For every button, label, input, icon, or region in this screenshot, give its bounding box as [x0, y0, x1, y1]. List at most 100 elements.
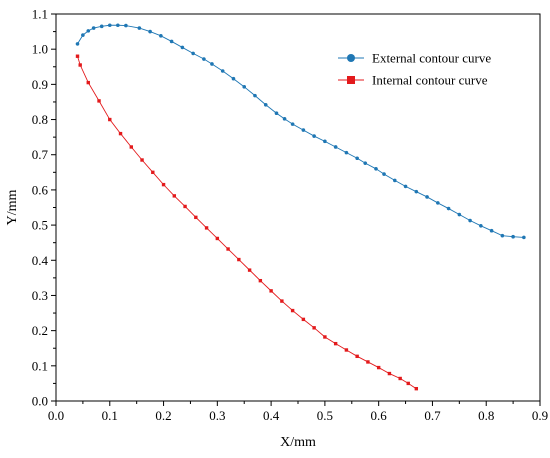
data-point: [226, 247, 230, 251]
data-point: [269, 289, 273, 293]
data-point: [312, 326, 316, 330]
y-tick-label: 0.9: [32, 77, 48, 92]
data-point: [374, 167, 378, 171]
data-point: [183, 204, 187, 209]
x-axis: 0.0 0.1 0.2 0.3 0.4 0.5 0.6 0.7 0.8 0.9: [48, 401, 548, 423]
data-point: [140, 158, 144, 162]
data-point: [204, 226, 209, 230]
data-point: [191, 51, 195, 56]
x-tick-label: 0.5: [317, 408, 333, 423]
data-point: [172, 194, 177, 198]
x-tick-label: 0.2: [155, 408, 171, 423]
data-point: [263, 102, 268, 107]
series-internal: [75, 54, 419, 391]
y-tick-label: 0.1: [32, 358, 48, 373]
data-point: [97, 99, 101, 103]
data-point: [151, 170, 155, 175]
x-tick-label: 0.7: [424, 408, 441, 423]
data-point: [75, 42, 80, 46]
data-point: [376, 365, 381, 370]
series-line: [77, 24, 524, 238]
data-point: [301, 317, 306, 322]
data-point: [393, 178, 397, 183]
data-point: [118, 131, 123, 136]
data-point: [323, 139, 327, 144]
data-point: [355, 156, 359, 161]
data-point: [414, 386, 419, 391]
data-point: [99, 24, 104, 29]
data-point: [220, 69, 225, 73]
data-point: [406, 381, 410, 386]
data-point: [78, 63, 82, 67]
x-tick-label: 0.0: [48, 408, 64, 423]
data-point: [237, 257, 241, 262]
data-point: [75, 54, 80, 58]
data-point: [137, 26, 142, 30]
data-point: [247, 268, 252, 272]
legend-marker-external: [347, 54, 355, 62]
data-point: [107, 23, 112, 28]
x-tick-label: 0.8: [478, 408, 494, 423]
y-axis-title: Y/mm: [5, 190, 20, 226]
data-point: [457, 212, 462, 217]
data-point: [274, 111, 279, 116]
data-point: [161, 182, 166, 187]
legend-label-external: External contour curve: [372, 51, 491, 66]
data-point: [366, 360, 370, 364]
series-external: [75, 23, 526, 240]
data-point: [425, 195, 429, 199]
data-point: [333, 341, 338, 346]
data-point: [344, 348, 349, 352]
series-layer: [75, 23, 526, 391]
data-point: [253, 93, 257, 98]
y-tick-label: 0.7: [32, 147, 49, 162]
data-point: [280, 299, 284, 303]
data-point: [282, 117, 287, 121]
data-point: [500, 233, 505, 238]
data-point: [522, 235, 526, 240]
data-point: [344, 150, 349, 155]
y-tick-label: 0.4: [32, 253, 49, 268]
x-tick-label: 0.3: [209, 408, 225, 423]
data-point: [258, 278, 263, 283]
y-tick-label: 0.2: [32, 323, 48, 338]
legend-item-internal: Internal contour curve: [338, 73, 488, 88]
data-point: [387, 371, 392, 376]
data-point: [479, 223, 483, 228]
data-point: [290, 308, 295, 313]
data-point: [86, 29, 91, 33]
data-point: [403, 184, 408, 189]
y-tick-label: 0.0: [32, 394, 48, 409]
data-point: [86, 80, 90, 85]
data-point: [215, 236, 220, 241]
y-tick-label: 0.5: [32, 218, 48, 233]
data-point: [148, 29, 152, 34]
data-point: [194, 215, 198, 220]
y-axis: 0.0 0.1 0.2 0.3 0.4 0.5 0.6 0.7 0.8 0.9 1.0 1.1: [32, 7, 56, 409]
y-tick-label: 1.1: [32, 7, 48, 22]
data-point: [511, 234, 515, 239]
data-point: [323, 335, 327, 339]
data-point: [91, 26, 96, 30]
data-point: [159, 34, 163, 38]
data-point: [489, 228, 494, 233]
x-axis-title: X/mm: [280, 435, 316, 450]
series-line: [77, 56, 417, 390]
data-point: [414, 189, 419, 194]
data-point: [355, 354, 359, 359]
data-point: [333, 145, 338, 149]
data-point: [108, 117, 112, 122]
data-point: [382, 172, 386, 176]
data-point: [210, 62, 214, 66]
data-point: [202, 57, 206, 61]
data-point: [116, 23, 120, 28]
data-point: [124, 23, 128, 28]
data-point: [242, 85, 247, 89]
legend: External contour curve Internal contour …: [338, 51, 491, 88]
data-point: [436, 201, 440, 205]
legend-item-external: External contour curve: [338, 51, 491, 66]
data-point: [398, 376, 402, 381]
data-point: [129, 145, 133, 149]
